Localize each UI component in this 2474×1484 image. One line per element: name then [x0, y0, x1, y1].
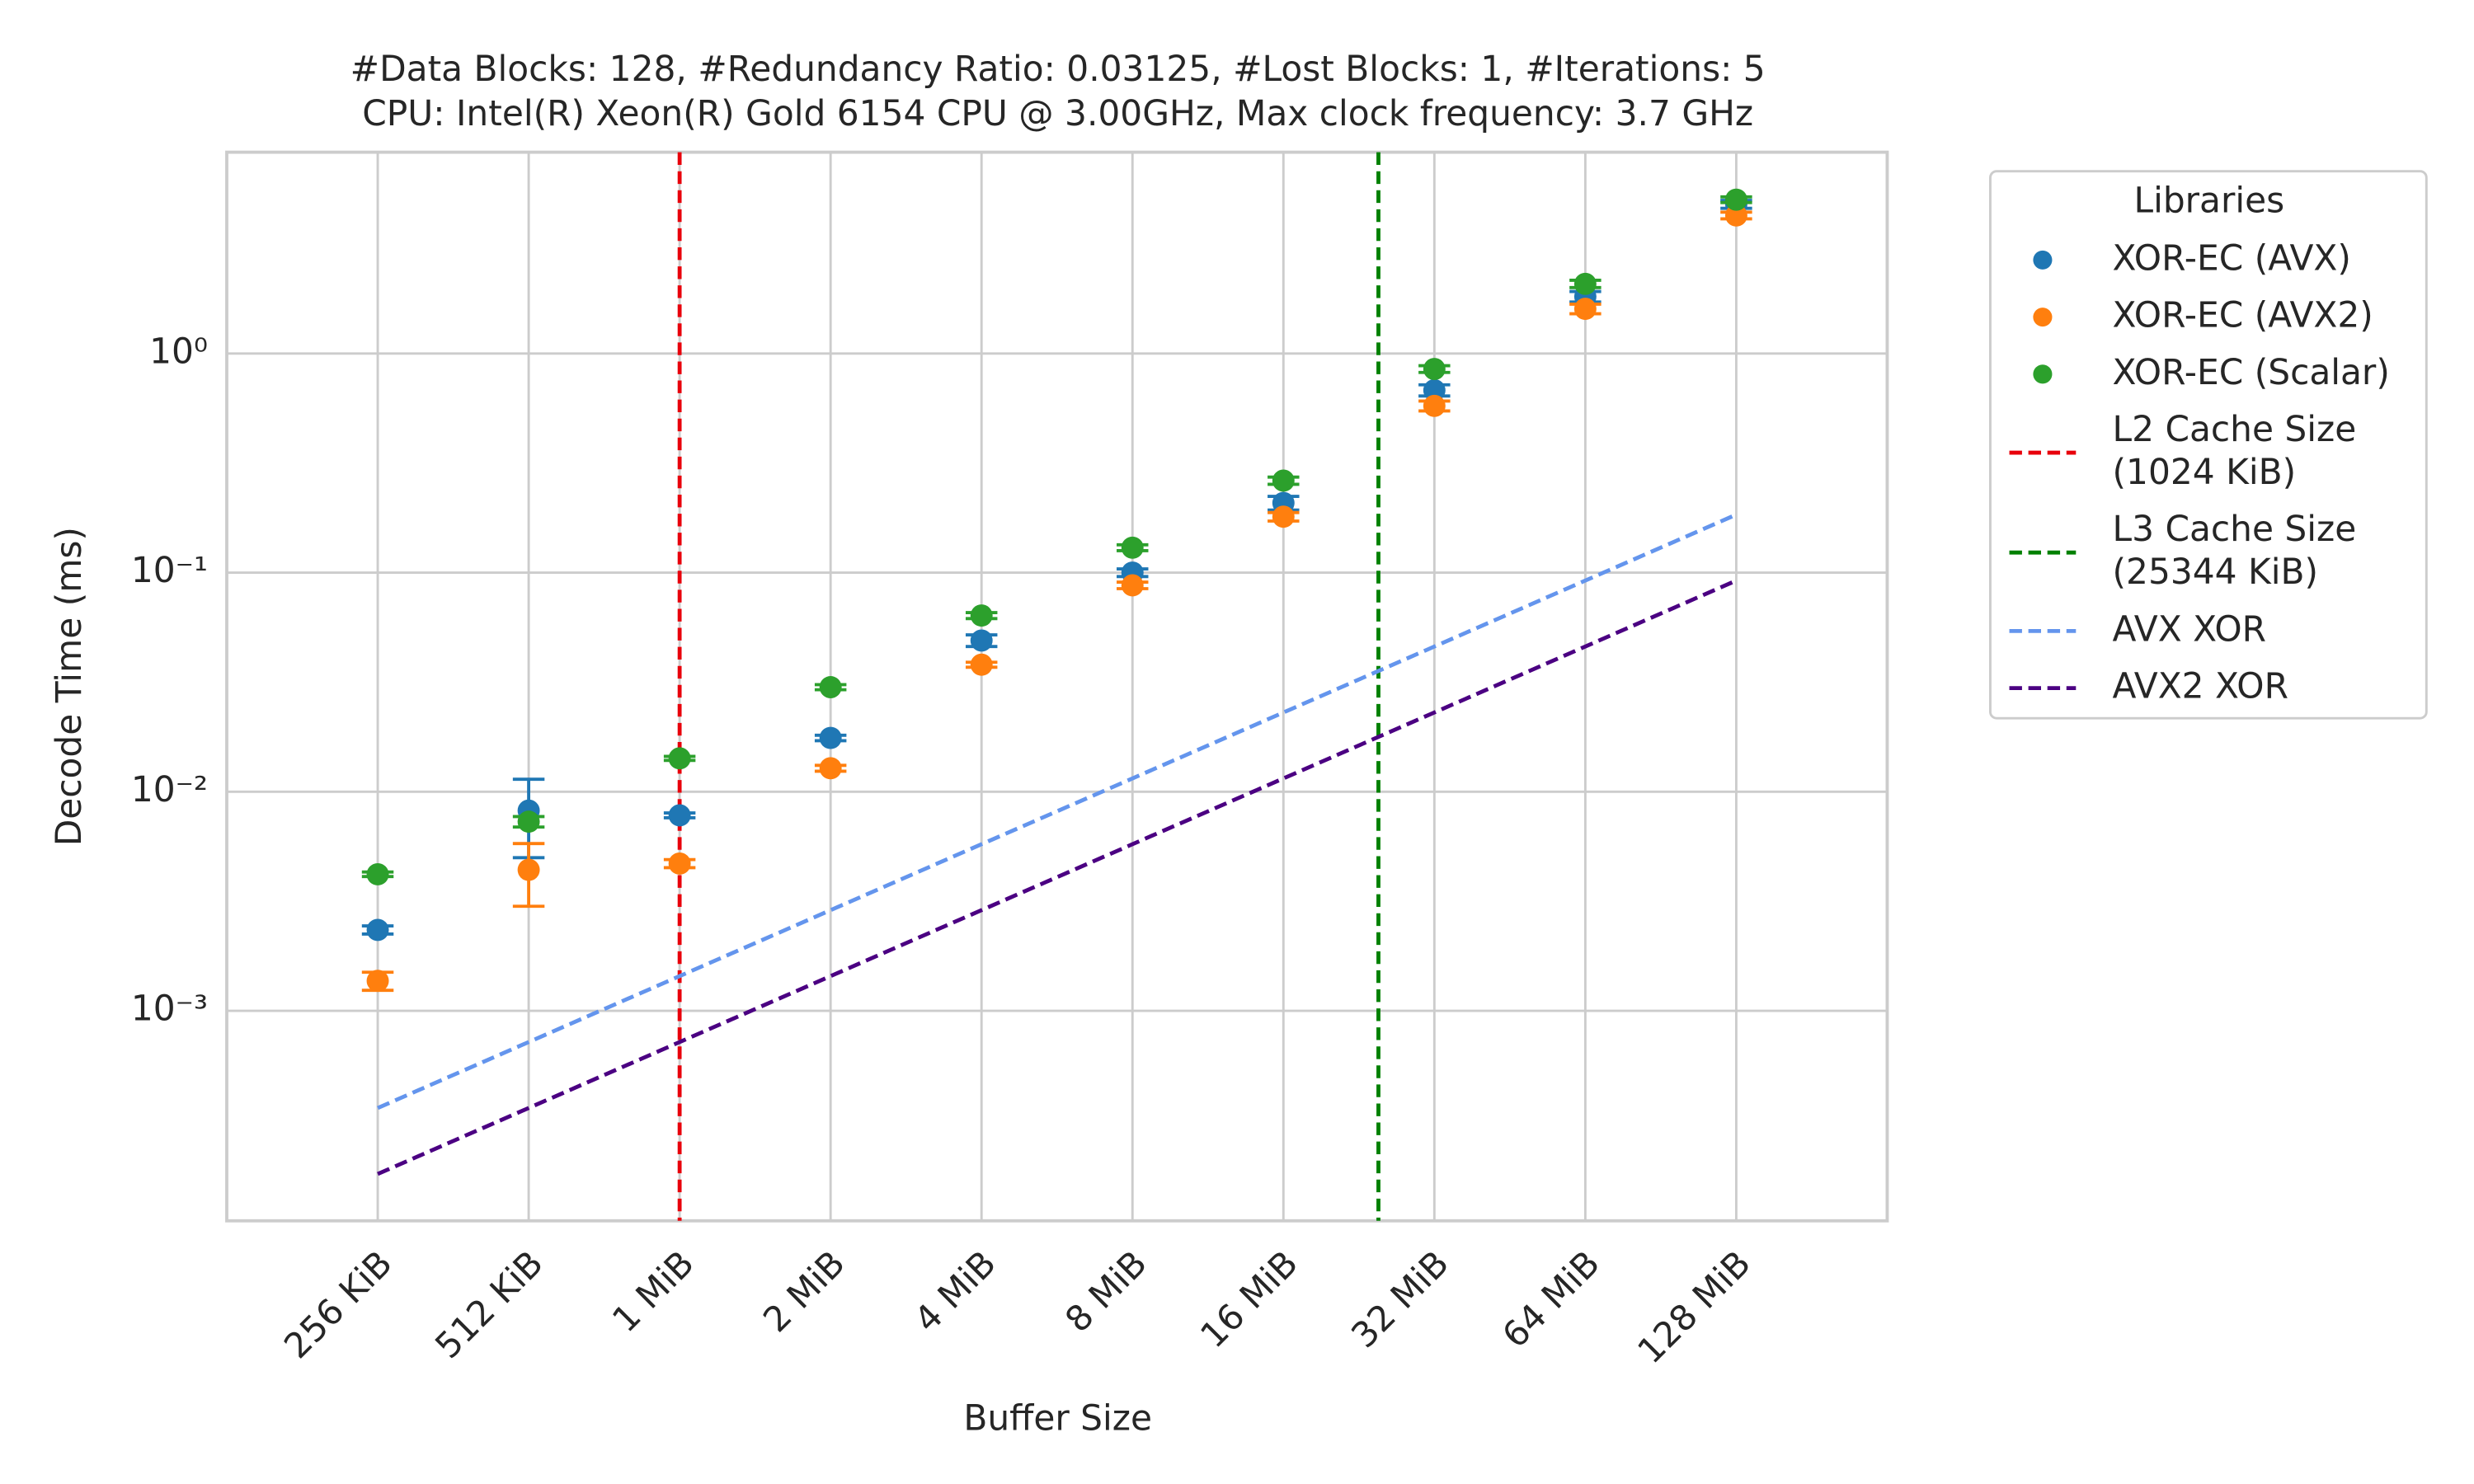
legend-label: AVX2 XOR [2113, 665, 2288, 706]
legend-label-line: L3 Cache Size [2113, 509, 2357, 549]
legend-label: L3 Cache Size (25344 KiB) [2113, 509, 2357, 592]
legend-marker [2033, 308, 2053, 327]
y-tick-label: 10⁰ [149, 331, 208, 371]
data-point [366, 918, 389, 942]
legend-label: L2 Cache Size (1024 KiB) [2113, 409, 2357, 492]
legend-label-line: L2 Cache Size [2113, 409, 2357, 449]
legend-marker [2033, 250, 2053, 270]
data-point [1573, 298, 1597, 321]
data-point [970, 604, 993, 627]
y-tick-label: 10⁻³ [131, 989, 208, 1029]
legend-label-line: XOR-EC (AVX) [2113, 237, 2351, 278]
y-tick-label: 10⁻² [131, 769, 208, 810]
data-point [1121, 536, 1144, 559]
data-point [366, 970, 389, 993]
data-point [1724, 188, 1747, 211]
legend-label: XOR-EC (AVX2) [2113, 294, 2373, 335]
data-point [1423, 394, 1446, 417]
legend-label-line: AVX XOR [2113, 608, 2267, 649]
legend-title: Libraries [2134, 181, 2285, 221]
x-axis-label: Buffer Size [963, 1398, 1152, 1439]
data-point [668, 804, 691, 827]
y-tick-label: 10⁻¹ [131, 550, 208, 590]
data-point [668, 747, 691, 770]
chart-subtitle: CPU: Intel(R) Xeon(R) Gold 6154 CPU @ 3.… [362, 93, 1753, 134]
chart-title: #Data Blocks: 128, #Redundancy Ratio: 0.… [350, 49, 1766, 89]
legend-label-line: (25344 KiB) [2113, 552, 2319, 592]
data-point [819, 757, 842, 780]
data-point [1272, 469, 1295, 492]
y-axis-label: Decode Time (ms) [49, 527, 89, 846]
data-point [819, 726, 842, 749]
legend-label: XOR-EC (Scalar) [2113, 351, 2390, 392]
legend-label-line: XOR-EC (Scalar) [2113, 351, 2390, 392]
data-point [668, 852, 691, 875]
data-point [1573, 272, 1597, 295]
data-point [1724, 204, 1747, 227]
data-point [970, 629, 993, 652]
data-point [1423, 378, 1446, 402]
legend-label-line: AVX2 XOR [2113, 665, 2288, 706]
legend-label: XOR-EC (AVX) [2113, 237, 2351, 278]
data-point [1121, 574, 1144, 597]
legend-label-line: (1024 KiB) [2113, 452, 2297, 492]
data-point [1423, 358, 1446, 381]
legend-label: AVX XOR [2113, 608, 2267, 649]
data-point [970, 653, 993, 676]
data-point [366, 862, 389, 885]
data-point [517, 810, 540, 834]
data-point [1272, 505, 1295, 528]
legend-label-line: XOR-EC (AVX2) [2113, 294, 2373, 335]
plot-frame [225, 150, 1889, 1223]
legend-marker [2033, 364, 2053, 384]
data-point [517, 858, 540, 881]
legend-box [1989, 170, 2428, 720]
data-point [819, 676, 842, 698]
